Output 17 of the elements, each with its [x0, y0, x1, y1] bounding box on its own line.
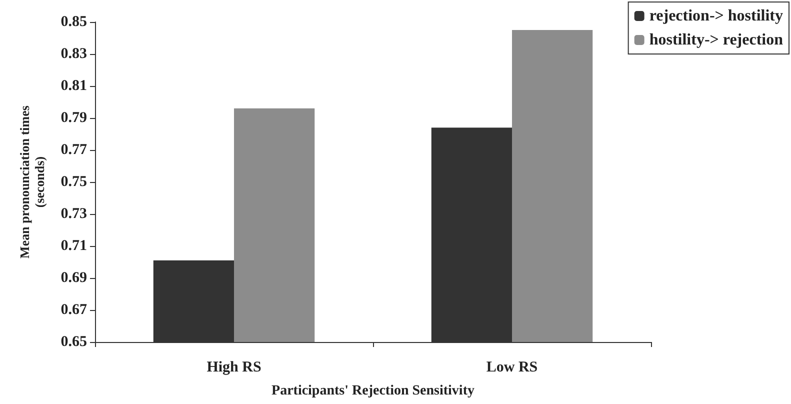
- y-tick-label: 0.81: [60, 78, 87, 94]
- y-tick-label: 0.75: [60, 174, 87, 190]
- y-tick-label: 0.65: [60, 334, 87, 350]
- legend-label: rejection-> hostility: [649, 8, 784, 24]
- y-tick-label: 0.83: [60, 46, 87, 62]
- y-tick-label: 0.79: [60, 110, 87, 126]
- y-tick-label: 0.73: [60, 206, 87, 222]
- y-tick-label: 0.85: [60, 14, 87, 30]
- legend-label: hostility-> rejection: [649, 32, 784, 48]
- y-tick-label: 0.69: [60, 270, 87, 286]
- y-axis-title: Mean pronounciation times (seconds): [17, 106, 47, 258]
- y-tick-label: 0.67: [60, 302, 88, 318]
- y-tick-label: 0.77: [60, 142, 88, 158]
- x-tick-label: High RS: [206, 360, 262, 376]
- x-tick-label: Low RS: [486, 360, 538, 376]
- y-tick-label: 0.71: [60, 238, 87, 254]
- x-axis-title: Participants' Rejection Sensitivity: [272, 384, 474, 398]
